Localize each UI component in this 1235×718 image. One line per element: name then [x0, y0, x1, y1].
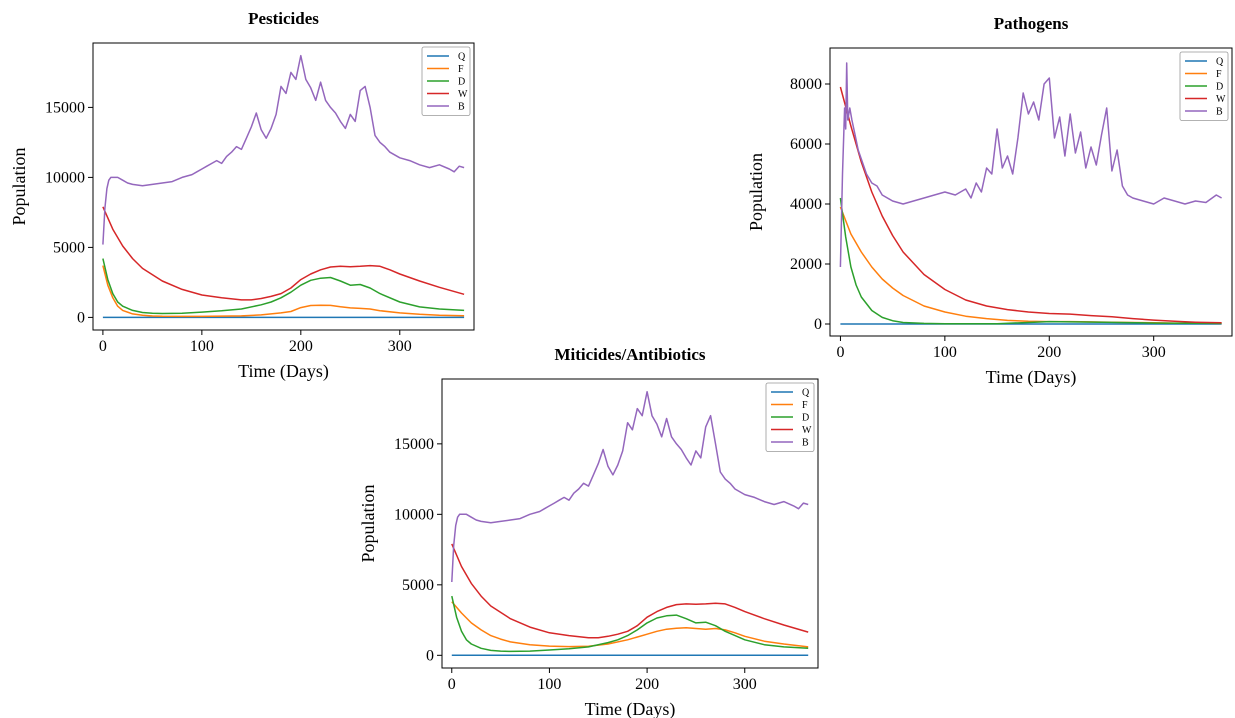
x-tick-label: 200: [289, 338, 313, 355]
y-tick-label: 0: [77, 309, 85, 326]
x-tick-label: 100: [190, 338, 214, 355]
series-line-b: [102, 54, 465, 245]
legend-label: B: [1216, 107, 1223, 118]
chart-panel-pesticides: Pesticides 0 100 200 300 0 5000 10000 15000 Time …: [0, 0, 480, 390]
series-group: [839, 62, 1222, 325]
y-tick-label: 4000: [790, 196, 822, 213]
y-axis-label: Population: [9, 147, 29, 225]
y-tick-label: 5000: [53, 239, 85, 256]
y-tick-label: 15000: [394, 436, 434, 453]
chart-svg: Pesticides 0 100 200 300 0 5000 10000 15000 Time …: [9, 9, 475, 382]
legend-label: B: [458, 102, 465, 113]
chart-title: Miticides/Antibiotics: [554, 345, 705, 364]
y-axis-label: Population: [746, 153, 766, 231]
y-tick-label: 0: [426, 647, 434, 664]
series-group: [451, 390, 809, 657]
y-tick-label: 5000: [402, 577, 434, 594]
series-line-d: [839, 197, 1222, 325]
series-line-b: [839, 62, 1222, 268]
series-line-w: [451, 543, 809, 639]
y-tick-label: 6000: [790, 136, 822, 153]
x-tick-label: 300: [388, 338, 412, 355]
chart-title: Pathogens: [994, 14, 1069, 33]
x-tick-label: 200: [1037, 344, 1061, 361]
series-line-f: [839, 206, 1222, 325]
series-line-w: [839, 86, 1222, 324]
plot-frame: [441, 378, 819, 669]
x-tick-label: 0: [448, 676, 456, 693]
legend-label: W: [802, 425, 812, 436]
legend-label: D: [458, 77, 465, 88]
x-tick-label: 100: [537, 676, 561, 693]
legend-label: W: [1216, 94, 1226, 105]
x-tick-label: 200: [635, 676, 659, 693]
chart-svg: Miticides/Antibiotics 0 100 200 300 0 5000 1000…: [358, 345, 819, 718]
legend-label: D: [802, 413, 809, 424]
legend-label: Q: [458, 52, 466, 63]
series-line-f: [451, 601, 809, 648]
x-tick-label: 0: [99, 338, 107, 355]
legend-label: D: [1216, 82, 1223, 93]
x-axis-label: Time (Days): [238, 361, 329, 382]
chart-title: Pesticides: [248, 9, 319, 28]
x-tick-label: 0: [836, 344, 844, 361]
series-line-f: [102, 265, 465, 318]
series-line-d: [451, 595, 809, 653]
series-line-w: [102, 206, 465, 301]
x-tick-label: 300: [1142, 344, 1166, 361]
y-tick-label: 8000: [790, 76, 822, 93]
series-line-d: [102, 258, 465, 315]
x-axis-label: Time (Days): [986, 367, 1077, 388]
chart-panel-pathogens: Pathogens 0 100 200 300 0 2000 4000 6000 8000 Time…: [746, 0, 1235, 392]
y-tick-label: 10000: [394, 506, 434, 523]
legend-label: Q: [802, 388, 810, 399]
legend-label: F: [458, 64, 464, 75]
y-tick-label: 10000: [45, 169, 85, 186]
legend-label: B: [802, 438, 809, 449]
series-line-b: [451, 390, 809, 583]
chart-panel-miticides-antibiotics: Miticides/Antibiotics 0 100 200 300 0 5000 1000…: [350, 338, 820, 718]
legend-label: F: [802, 400, 808, 411]
y-tick-label: 0: [814, 316, 822, 333]
legend-label: F: [1216, 69, 1222, 80]
plot-frame: [829, 47, 1233, 337]
y-axis-label: Population: [358, 484, 378, 562]
x-tick-label: 300: [733, 676, 757, 693]
x-tick-label: 100: [933, 344, 957, 361]
x-axis-label: Time (Days): [585, 699, 676, 718]
y-tick-label: 2000: [790, 256, 822, 273]
plot-frame: [92, 42, 475, 331]
legend-label: Q: [1216, 57, 1224, 68]
chart-svg: Pathogens 0 100 200 300 0 2000 4000 6000 8000 Time…: [746, 14, 1233, 388]
y-tick-label: 15000: [45, 99, 85, 116]
legend-label: W: [458, 89, 468, 100]
series-group: [102, 54, 465, 319]
